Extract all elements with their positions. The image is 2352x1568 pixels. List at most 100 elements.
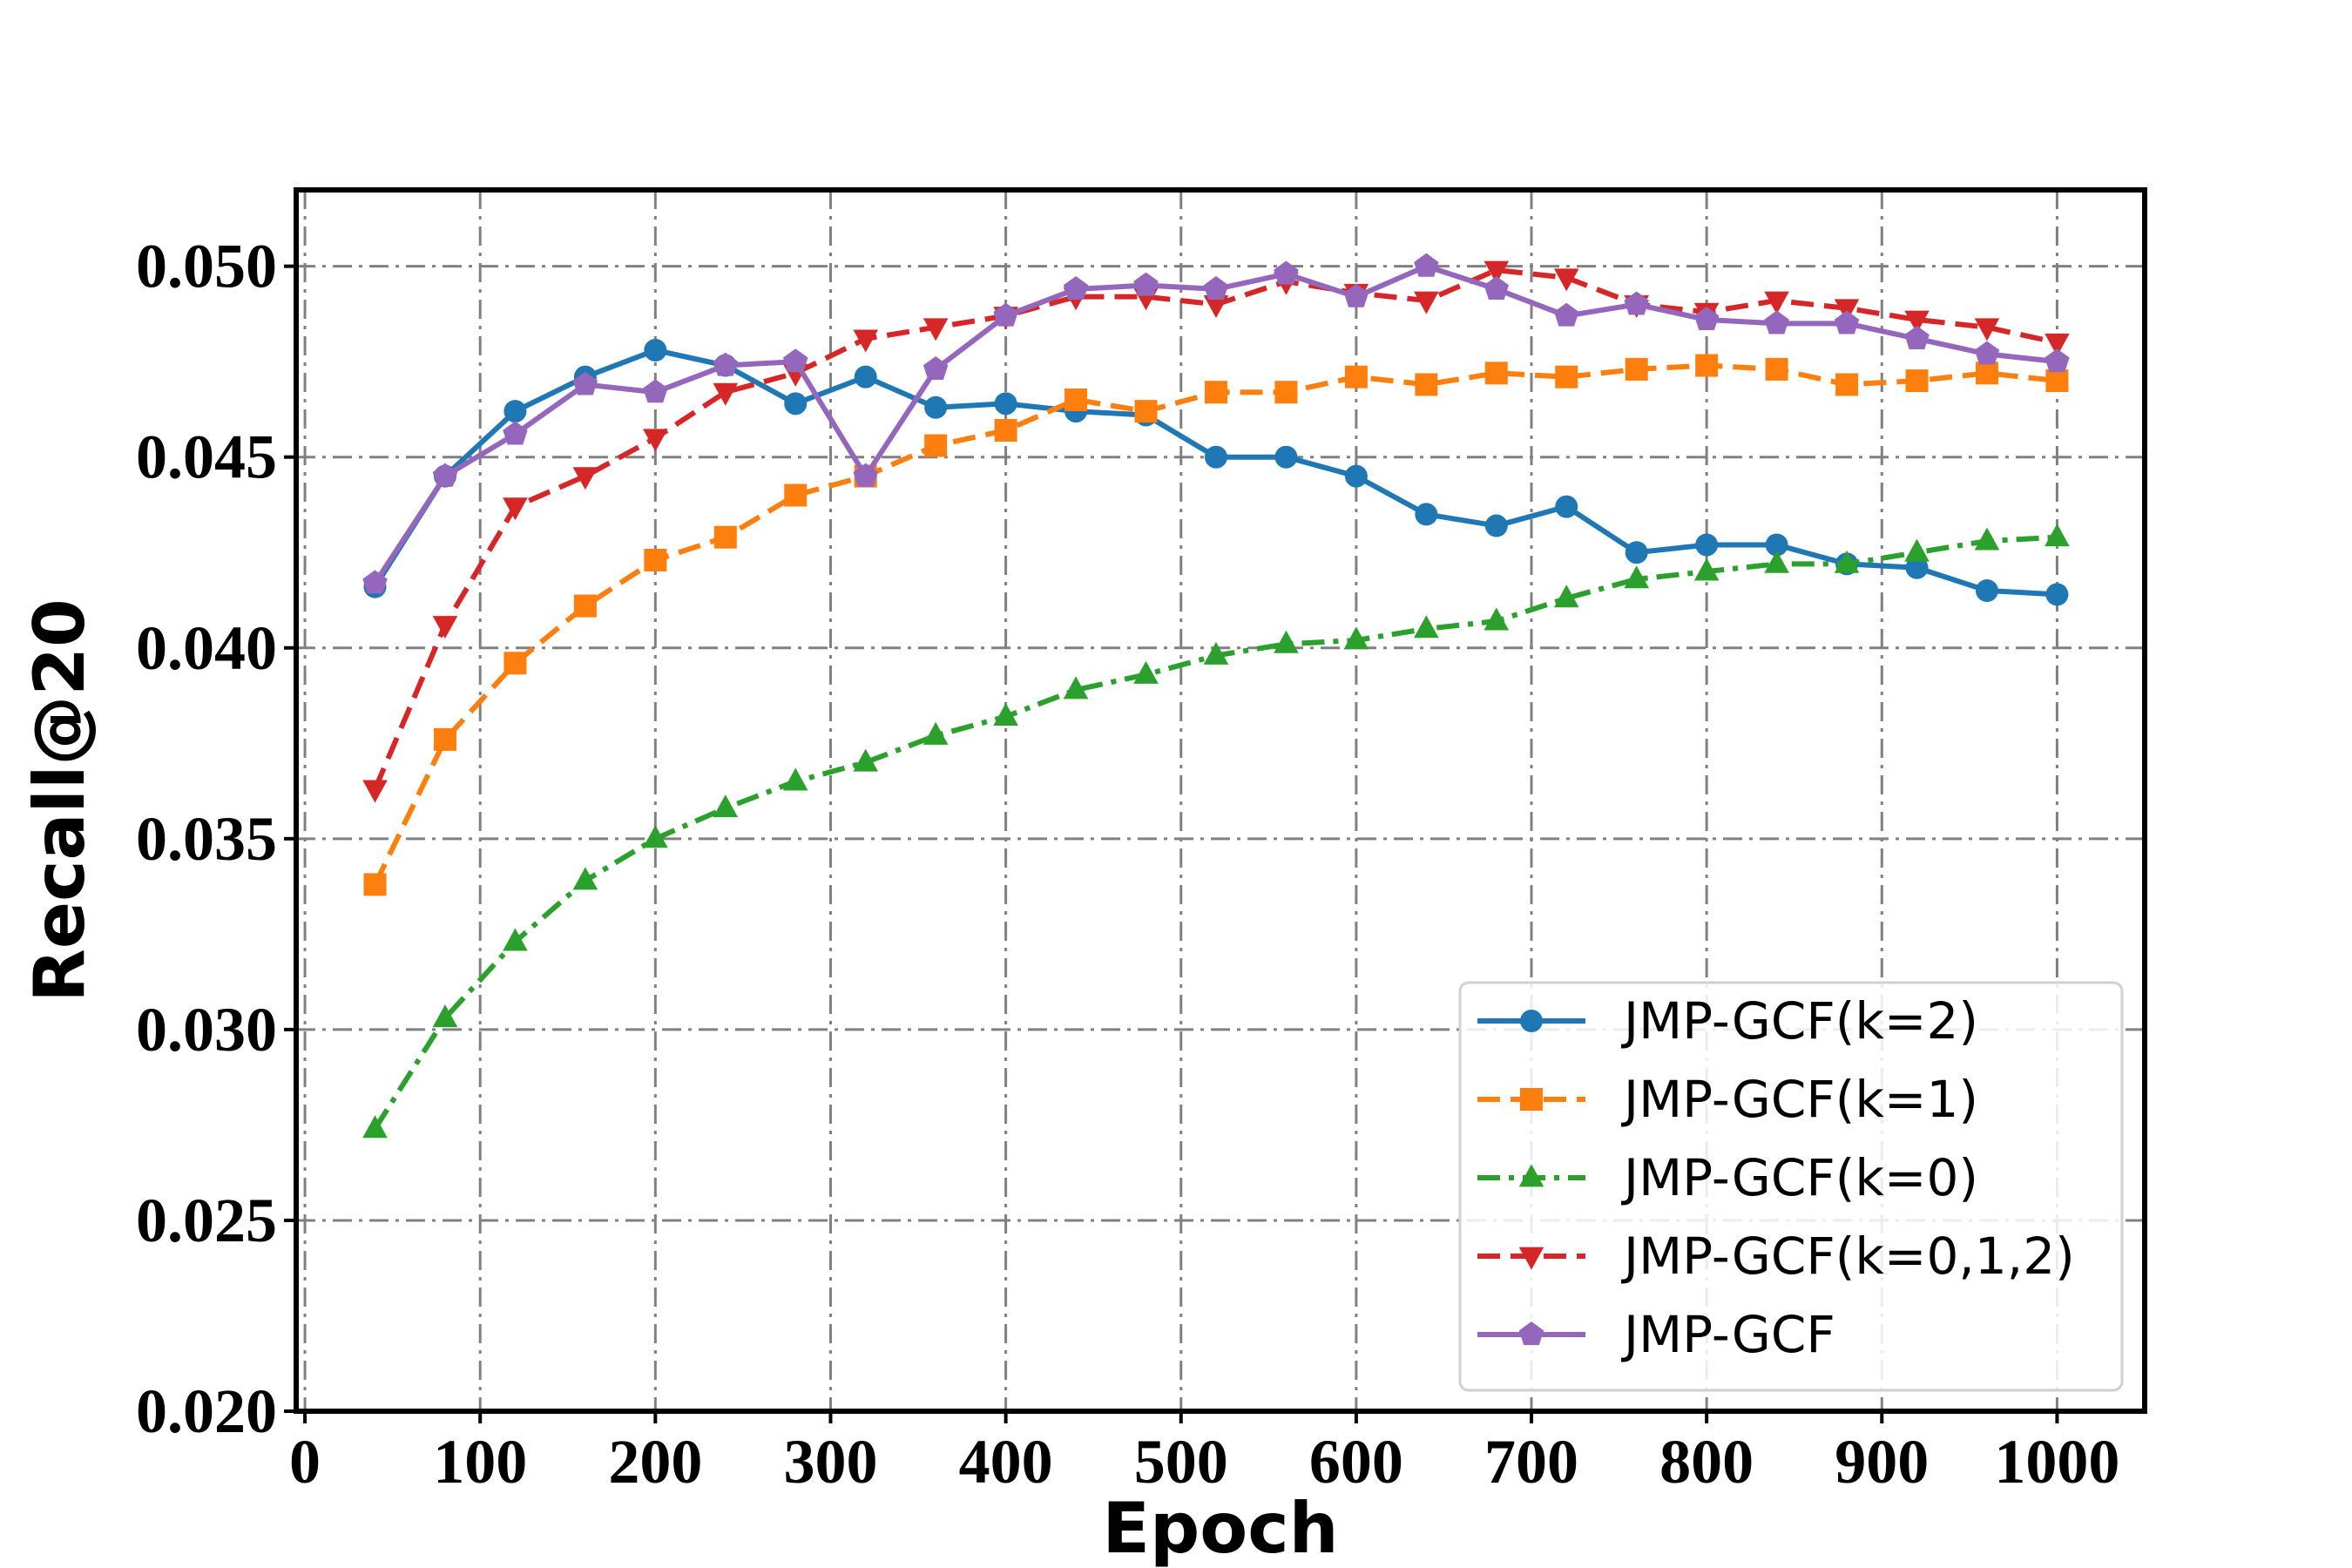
data-point bbox=[924, 434, 948, 457]
data-point bbox=[1484, 362, 1508, 385]
data-point bbox=[362, 570, 388, 594]
legend-item: JMP-GCF(k=2) bbox=[1477, 991, 1978, 1051]
data-point bbox=[572, 867, 598, 890]
data-point bbox=[1905, 556, 1929, 579]
data-point bbox=[923, 721, 949, 745]
data-point bbox=[854, 365, 877, 389]
data-point bbox=[2044, 524, 2070, 547]
legend-item: JMP-GCF(k=0) bbox=[1477, 1148, 1978, 1207]
data-point bbox=[363, 873, 387, 896]
y-tick-label: 0.040 bbox=[136, 613, 277, 683]
data-point bbox=[503, 497, 528, 521]
data-point bbox=[1904, 538, 1930, 562]
x-tick-label: 700 bbox=[1484, 1427, 1578, 1497]
data-point bbox=[643, 379, 668, 403]
data-point bbox=[783, 348, 808, 373]
legend-marker bbox=[1518, 1164, 1544, 1187]
data-point bbox=[1693, 558, 1720, 581]
data-point bbox=[994, 392, 1017, 416]
data-point bbox=[1274, 381, 1298, 404]
y-tick-label: 0.020 bbox=[136, 1376, 277, 1446]
data-point bbox=[2045, 369, 2069, 393]
data-point bbox=[1975, 579, 1998, 603]
data-point bbox=[1904, 325, 1930, 349]
x-tick-label: 600 bbox=[1309, 1427, 1403, 1497]
data-point bbox=[362, 780, 388, 803]
data-point bbox=[1063, 676, 1089, 700]
data-point bbox=[923, 318, 949, 341]
data-point bbox=[1343, 626, 1369, 650]
data-point bbox=[1344, 365, 1368, 389]
data-point bbox=[713, 352, 739, 376]
data-point bbox=[713, 382, 739, 406]
y-tick-label: 0.025 bbox=[136, 1186, 277, 1255]
data-point bbox=[1344, 464, 1368, 488]
x-tick-label: 300 bbox=[783, 1427, 877, 1497]
data-point bbox=[1765, 533, 1788, 557]
data-point bbox=[1414, 615, 1439, 639]
data-point bbox=[1693, 307, 1720, 331]
y-tick-label: 0.050 bbox=[136, 232, 277, 301]
x-tick-label: 0 bbox=[289, 1427, 321, 1497]
x-tick-label: 500 bbox=[1134, 1427, 1228, 1497]
data-point bbox=[1203, 295, 1229, 319]
data-point bbox=[644, 548, 667, 571]
data-point bbox=[1764, 550, 1789, 573]
data-point bbox=[1203, 275, 1229, 301]
series-2 bbox=[363, 354, 2069, 896]
x-tick-label: 100 bbox=[433, 1427, 527, 1497]
legend-label: JMP-GCF bbox=[1621, 1305, 1835, 1364]
data-point bbox=[1484, 514, 1508, 537]
series-5 bbox=[362, 253, 2070, 594]
data-point bbox=[1274, 445, 1298, 469]
data-point bbox=[2044, 333, 2070, 356]
data-point bbox=[784, 483, 808, 507]
data-point bbox=[504, 652, 527, 675]
data-point bbox=[1414, 291, 1439, 314]
data-point bbox=[1274, 630, 1299, 653]
data-point bbox=[643, 825, 668, 848]
x-tick-label: 200 bbox=[608, 1427, 702, 1497]
data-point bbox=[1974, 527, 2000, 551]
x-tick-label: 800 bbox=[1659, 1427, 1754, 1497]
legend-label: JMP-GCF(k=0,1,2) bbox=[1621, 1227, 2075, 1286]
data-point bbox=[993, 703, 1018, 727]
data-point bbox=[1554, 302, 1579, 327]
legend-box bbox=[1458, 981, 2124, 1392]
axis-ticks: 0 100 200 300 400 500 600 700 800 900 1000 0.020 0.0… bbox=[136, 232, 2119, 1497]
data-point bbox=[503, 421, 528, 445]
legend-item: JMP-GCF(k=1) bbox=[1477, 1070, 1978, 1129]
data-point bbox=[1625, 357, 1648, 381]
y-tick-label: 0.045 bbox=[136, 422, 277, 492]
data-point bbox=[784, 392, 808, 416]
data-point bbox=[1624, 291, 1649, 315]
data-point bbox=[1625, 541, 1648, 564]
data-point bbox=[573, 594, 597, 618]
data-point bbox=[1764, 291, 1789, 314]
data-point bbox=[924, 395, 948, 419]
data-point bbox=[1484, 607, 1510, 631]
data-point bbox=[1835, 373, 1859, 396]
data-point bbox=[993, 302, 1018, 327]
data-point bbox=[1274, 260, 1299, 285]
legend-label: JMP-GCF(k=0) bbox=[1621, 1148, 1978, 1207]
data-point bbox=[1064, 388, 1088, 411]
data-point bbox=[1695, 354, 1719, 377]
data-point bbox=[1203, 641, 1229, 665]
data-point bbox=[2045, 583, 2069, 606]
y-tick-label: 0.035 bbox=[136, 804, 277, 874]
data-point bbox=[504, 400, 527, 423]
data-point bbox=[1904, 310, 1930, 334]
data-point bbox=[572, 371, 598, 395]
legend: JMP-GCF(k=2) JMP-GCF(k=1) JMP-GCF(k=0) JMP-… bbox=[1458, 981, 2124, 1392]
legend-marker bbox=[1520, 1010, 1543, 1032]
data-point bbox=[1134, 400, 1158, 423]
data-point bbox=[432, 463, 458, 487]
data-point bbox=[1764, 310, 1789, 335]
data-point bbox=[853, 329, 878, 353]
data-point bbox=[713, 794, 739, 818]
data-point bbox=[2044, 348, 2070, 373]
data-point bbox=[1204, 445, 1227, 469]
x-tick-label: 1000 bbox=[1994, 1427, 2119, 1497]
